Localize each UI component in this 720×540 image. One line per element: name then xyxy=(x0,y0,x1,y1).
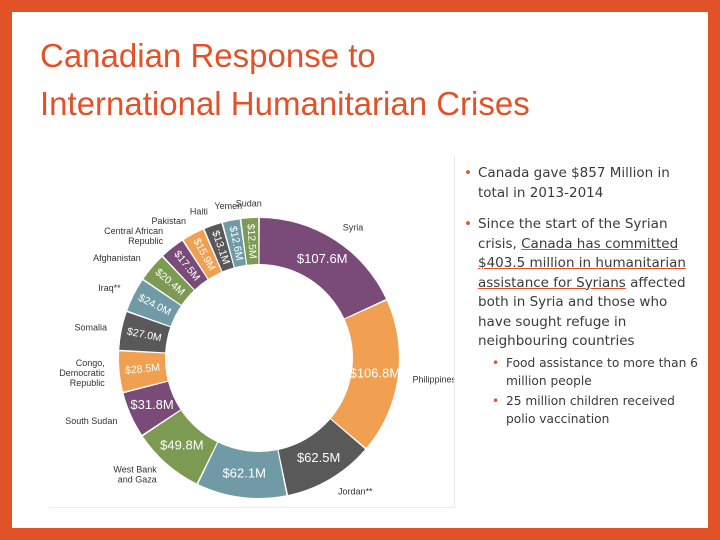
slide-title-line-1: Canadian Response to xyxy=(40,37,376,74)
bullet-total-funding-text: Canada gave $857 Million in total in 201… xyxy=(478,165,670,201)
category-label-iraq: Iraq** xyxy=(98,283,121,293)
slice-yemen xyxy=(222,219,247,268)
sub-bullet-food-assistance: • Food assistance to more than 6 million… xyxy=(492,354,702,390)
category-label-west-bank-and-gaza: West Bank and Gaza xyxy=(113,465,157,485)
donut-chart: $107.6M Syria $106.8M Philippines $62.5M Jord… xyxy=(59,198,454,507)
category-label-haiti: Haiti xyxy=(190,207,208,217)
value-label-congo-democratic-republic: $28.5M xyxy=(125,362,161,377)
sub-bullet-polio-text: 25 million children received polio vacci… xyxy=(506,393,675,426)
slice-haiti xyxy=(204,223,234,272)
bullet-dot: • xyxy=(464,165,472,181)
value-label-south-sudan: $31.8M xyxy=(130,397,173,412)
value-label-jordan: $62.5M xyxy=(297,450,340,465)
slide: Canadian Response to International Human… xyxy=(12,12,708,528)
slice-central-african-republic xyxy=(163,240,208,290)
slide-title-line-2: International Humanitarian Crises xyxy=(40,85,530,122)
donut-chart-panel: $107.6M Syria $106.8M Philippines $62.5M Jord… xyxy=(49,155,455,508)
value-label-syria: $107.6M xyxy=(297,251,348,266)
sub-bullet-food-text: Food assistance to more than 6 million p… xyxy=(506,355,698,388)
slice-philippines xyxy=(330,300,399,449)
value-label-sudan: $12.5M xyxy=(244,223,258,259)
slice-sudan xyxy=(241,218,259,265)
value-label-west-bank-and-gaza: $49.8M xyxy=(160,437,203,452)
category-label-congo-democratic-republic: Congo, Democratic Republic xyxy=(59,358,105,388)
category-label-somalia: Somalia xyxy=(74,323,107,333)
slide-title: Canadian Response to International Human… xyxy=(40,32,530,128)
category-label-central-african-republic: Central African Republic xyxy=(104,226,164,246)
value-label-lebanon: $62.1M xyxy=(223,466,266,481)
slice-south-sudan xyxy=(123,381,181,435)
slice-syria xyxy=(259,218,386,319)
bullet-dot: • xyxy=(492,355,500,370)
bullet-total-funding: • Canada gave $857 Million in total in 2… xyxy=(464,164,702,203)
category-label-yemen: Yemen xyxy=(214,201,242,211)
slice-congo-democratic-republic xyxy=(119,351,168,392)
bullet-list: • Canada gave $857 Million in total in 2… xyxy=(464,164,702,440)
category-label-syria: Syria xyxy=(343,223,364,233)
bullet-syria-text-post: affected both in Syria and those who hav… xyxy=(478,274,686,350)
category-label-philippines: Philippines xyxy=(413,374,454,384)
syria-commitment-link[interactable]: Canada has committed $403.5 million in h… xyxy=(478,235,686,291)
value-label-philippines: $106.8M xyxy=(350,365,401,380)
category-label-pakistan: Pakistan xyxy=(152,216,187,226)
category-label-south-sudan: South Sudan xyxy=(65,416,117,426)
sub-bullet-polio: • 25 million children received polio vac… xyxy=(492,392,702,428)
slice-west-bank-and-gaza xyxy=(142,410,218,484)
slice-pakistan xyxy=(183,229,222,279)
bullet-syria-commitment: • Since the start of the Syrian crisis, … xyxy=(464,215,702,428)
slice-iraq xyxy=(127,280,181,327)
slice-afghanistan xyxy=(143,257,194,305)
slice-lebanon xyxy=(198,442,287,498)
category-label-jordan: Jordan** xyxy=(338,486,373,496)
slice-somalia xyxy=(119,312,171,353)
bullet-syria-text-pre: Since the start of the Syrian crisis, xyxy=(478,216,668,252)
bullet-dot: • xyxy=(492,393,500,408)
category-label-sudan: Sudan xyxy=(236,198,262,208)
slice-jordan xyxy=(278,419,366,495)
bullet-dot: • xyxy=(464,216,472,232)
category-label-afghanistan: Afghanistan xyxy=(93,253,141,263)
